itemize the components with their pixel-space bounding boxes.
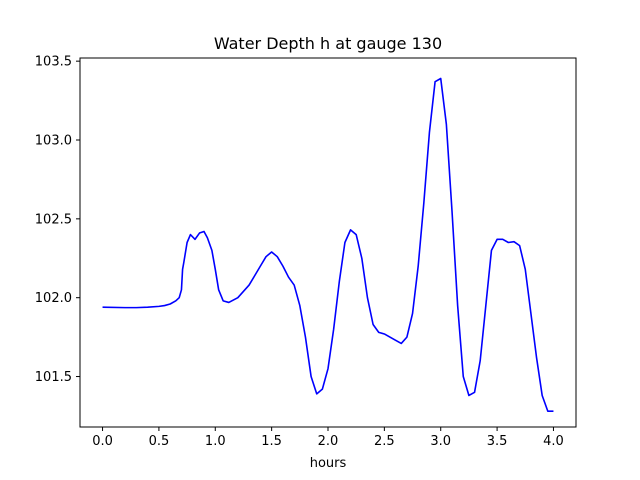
series-line-0 (102, 77, 554, 413)
x-tick-label: 3.5 (487, 434, 508, 449)
x-tick-label: 2.5 (374, 434, 395, 449)
x-tick-label: 3.0 (430, 434, 451, 449)
chart-title: Water Depth h at gauge 130 (214, 34, 442, 53)
x-tick-label: 2.0 (318, 434, 339, 449)
y-tick-label: 103.5 (35, 55, 72, 70)
y-tick-label: 102.0 (35, 291, 72, 306)
y-tick-label: 102.5 (35, 212, 72, 227)
x-tick-label: 4.0 (543, 434, 564, 449)
y-tick-label: 103.0 (35, 134, 72, 149)
x-tick-label: 1.5 (261, 434, 282, 449)
x-tick-label: 1.0 (205, 434, 226, 449)
plot-area: 0.0 0.5 1.0 1.5 2.0 2.5 3.0 3.5 4.0 101.5 102.0 102… (35, 55, 577, 449)
x-axis-label: hours (310, 456, 347, 471)
x-tick-label: 0.0 (92, 434, 113, 449)
y-tick-label: 101.5 (35, 370, 72, 385)
x-tick-label: 0.5 (149, 434, 170, 449)
